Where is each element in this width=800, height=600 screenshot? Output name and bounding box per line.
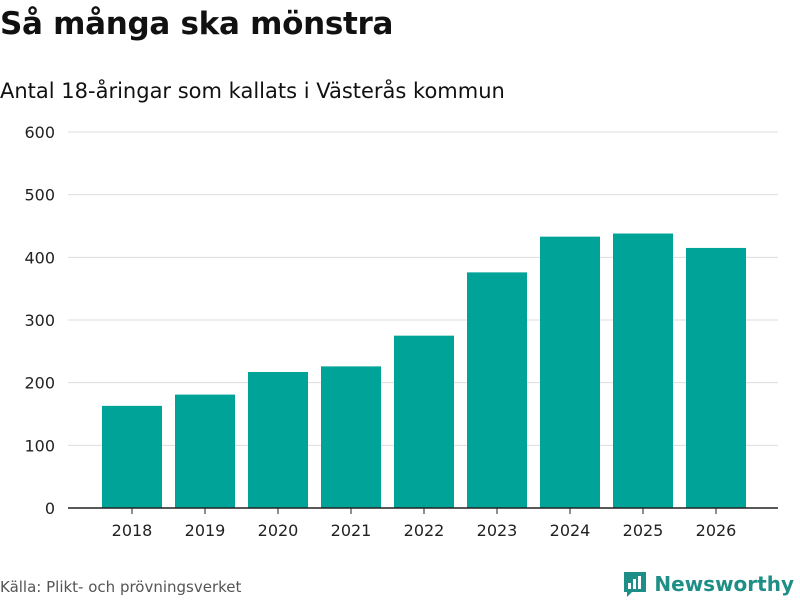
bar-2025 [613,233,673,508]
bar-2021 [321,366,381,508]
y-tick-label: 0 [45,499,55,518]
brand-logo: Newsworthy [622,570,794,598]
y-tick-label: 600 [24,123,55,142]
x-tick-label: 2021 [331,521,372,540]
bar-2023 [467,272,527,508]
y-tick-label: 400 [24,248,55,267]
x-tick-label: 2025 [623,521,664,540]
x-tick-label: 2020 [258,521,299,540]
bar-2026 [686,247,746,508]
y-tick-label: 100 [24,436,55,455]
x-tick-label: 2018 [112,521,153,540]
brand-name: Newsworthy [654,572,794,596]
newsworthy-logo-icon [624,572,647,597]
x-tick-label: 2026 [696,521,737,540]
bar-2024 [540,236,600,509]
bar-2020 [248,372,308,508]
x-tick-label: 2023 [477,521,518,540]
source-note: Källa: Plikt- och prövningsverket [0,578,242,596]
bars [102,233,746,509]
bar-2022 [394,335,454,508]
x-tick-label: 2022 [404,521,445,540]
chart-subtitle: Antal 18-åringar som kallats i Västerås … [0,79,505,103]
y-tick-label: 500 [24,186,55,205]
x-tick-label: 2019 [185,521,226,540]
y-tick-label: 300 [24,311,55,330]
y-tick-label: 200 [24,374,55,393]
bar-2018 [102,405,162,508]
axes: 0 100 200 300 400 500 600 2018 2019 2020 2021 2022 2… [24,123,778,540]
chart-title: Så många ska mönstra [0,6,394,42]
bar-2019 [175,394,235,508]
x-tick-label: 2024 [550,521,591,540]
